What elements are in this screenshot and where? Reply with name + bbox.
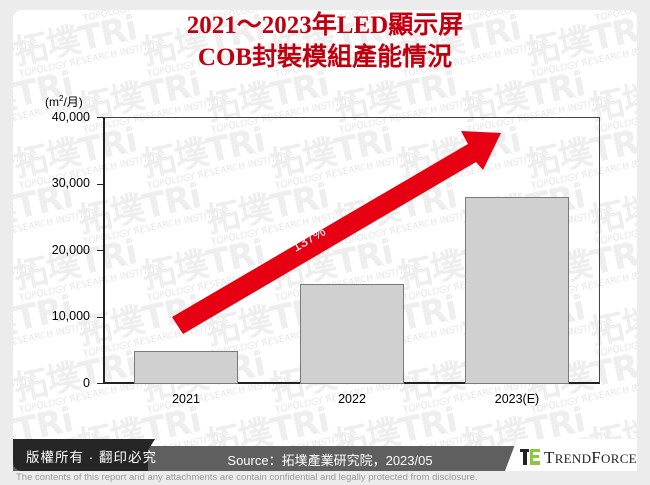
y-tickmark [97, 250, 103, 251]
copyright-block [13, 439, 148, 471]
bar-2022 [300, 283, 404, 384]
x-label-2022: 2022 [338, 392, 366, 406]
y-tickmark [97, 117, 103, 118]
trendforce-logo-text: TRENDFORCE [544, 448, 637, 467]
y-tick-30000: 30,000 [51, 176, 90, 190]
y-tick-40000: 40,000 [51, 110, 90, 124]
y-tick-10000: 10,000 [51, 309, 90, 323]
unit-prefix: (m [45, 95, 59, 109]
unit-suffix: /月) [63, 95, 83, 109]
bar-2021 [134, 350, 238, 384]
y-tick-20000: 20,000 [51, 243, 90, 257]
y-tickmark [97, 184, 103, 185]
disclaimer-text: The contents of this report and any atta… [16, 472, 478, 483]
title-line-1: 2021～2023年LED顯示屏 [186, 12, 464, 39]
title-line-2: COB封裝模組產能情況 [197, 44, 453, 71]
source-text: Source：拓墣產業研究院，2023/05 [227, 453, 433, 468]
y-tickmark [97, 317, 103, 318]
unit-superscript: 2 [59, 94, 64, 103]
copyright-text: 版權所有 · 翻印必究 [26, 450, 157, 465]
x-label-2021: 2021 [172, 392, 200, 406]
y-axis-unit: (m2/月) [45, 93, 83, 110]
bar-2023e [465, 197, 569, 384]
y-tick-0: 0 [83, 376, 90, 390]
y-tickmark [97, 383, 103, 384]
trendforce-logo-icon [520, 449, 540, 465]
x-label-2023e: 2023(E) [494, 392, 540, 406]
